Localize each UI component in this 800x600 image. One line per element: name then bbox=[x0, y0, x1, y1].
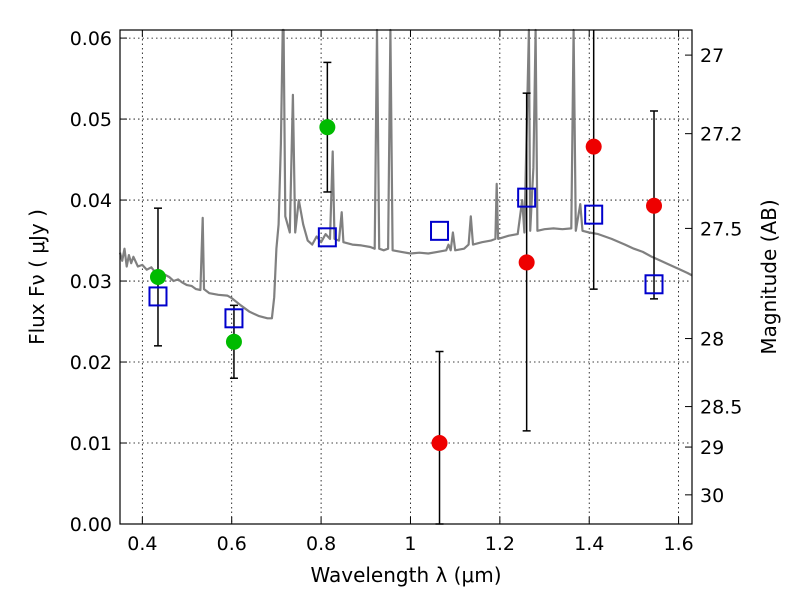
x-axis-label: Wavelength λ (μm) bbox=[310, 563, 501, 587]
right-tick-label: 28 bbox=[700, 329, 724, 351]
data-point bbox=[585, 138, 602, 155]
data-point bbox=[149, 269, 166, 285]
x-tick-label: 0.4 bbox=[127, 533, 157, 555]
y-tick-label: 0.01 bbox=[70, 433, 112, 455]
right-tick-label: 29 bbox=[700, 437, 724, 459]
axis-ticks: 0.4 0.6 0.8 1 1.2 1.4 1.6 0.00 0.01 0.02 0.03 0.04 0… bbox=[70, 28, 743, 555]
y-axis-label: Flux Fν ( μJy ) bbox=[25, 209, 49, 345]
x-tick-label: 1.2 bbox=[485, 533, 515, 555]
right-tick-label: 27.5 bbox=[700, 218, 742, 240]
plot-frame bbox=[119, 29, 693, 525]
spectrum-line bbox=[118, 28, 693, 320]
x-tick-label: 1.4 bbox=[574, 533, 604, 555]
x-tick-label: 1.6 bbox=[663, 533, 693, 555]
data-point bbox=[431, 435, 448, 452]
right-tick-label: 27 bbox=[700, 45, 724, 67]
model-point bbox=[584, 204, 604, 225]
model-point bbox=[224, 308, 244, 329]
model-point bbox=[517, 187, 537, 208]
data-point bbox=[518, 254, 535, 271]
model-point bbox=[317, 227, 337, 248]
model-spectrum bbox=[118, 28, 693, 320]
right-tick-label: 28.5 bbox=[700, 397, 742, 419]
x-tick-label: 0.6 bbox=[217, 533, 247, 555]
y-tick-label: 0.05 bbox=[70, 109, 112, 131]
right-tick-label: 27.2 bbox=[700, 124, 742, 146]
grid-lines bbox=[120, 30, 692, 525]
model-point bbox=[644, 274, 664, 295]
y-tick-label: 0.00 bbox=[70, 514, 112, 536]
data-point bbox=[646, 197, 663, 214]
right-tick-label: 30 bbox=[700, 485, 724, 507]
model-point bbox=[430, 220, 450, 241]
y-tick-label: 0.04 bbox=[70, 190, 112, 212]
data-point bbox=[319, 119, 336, 136]
y-tick-label: 0.03 bbox=[70, 271, 112, 293]
model-point bbox=[148, 286, 168, 307]
right-axis-label: Magnitude (AB) bbox=[757, 199, 781, 354]
data-point bbox=[225, 333, 242, 350]
x-tick-label: 0.8 bbox=[306, 533, 336, 555]
data-points bbox=[148, 30, 664, 525]
y-tick-label: 0.02 bbox=[70, 352, 112, 374]
x-tick-label: 1 bbox=[404, 533, 416, 555]
y-tick-label: 0.06 bbox=[70, 28, 112, 50]
